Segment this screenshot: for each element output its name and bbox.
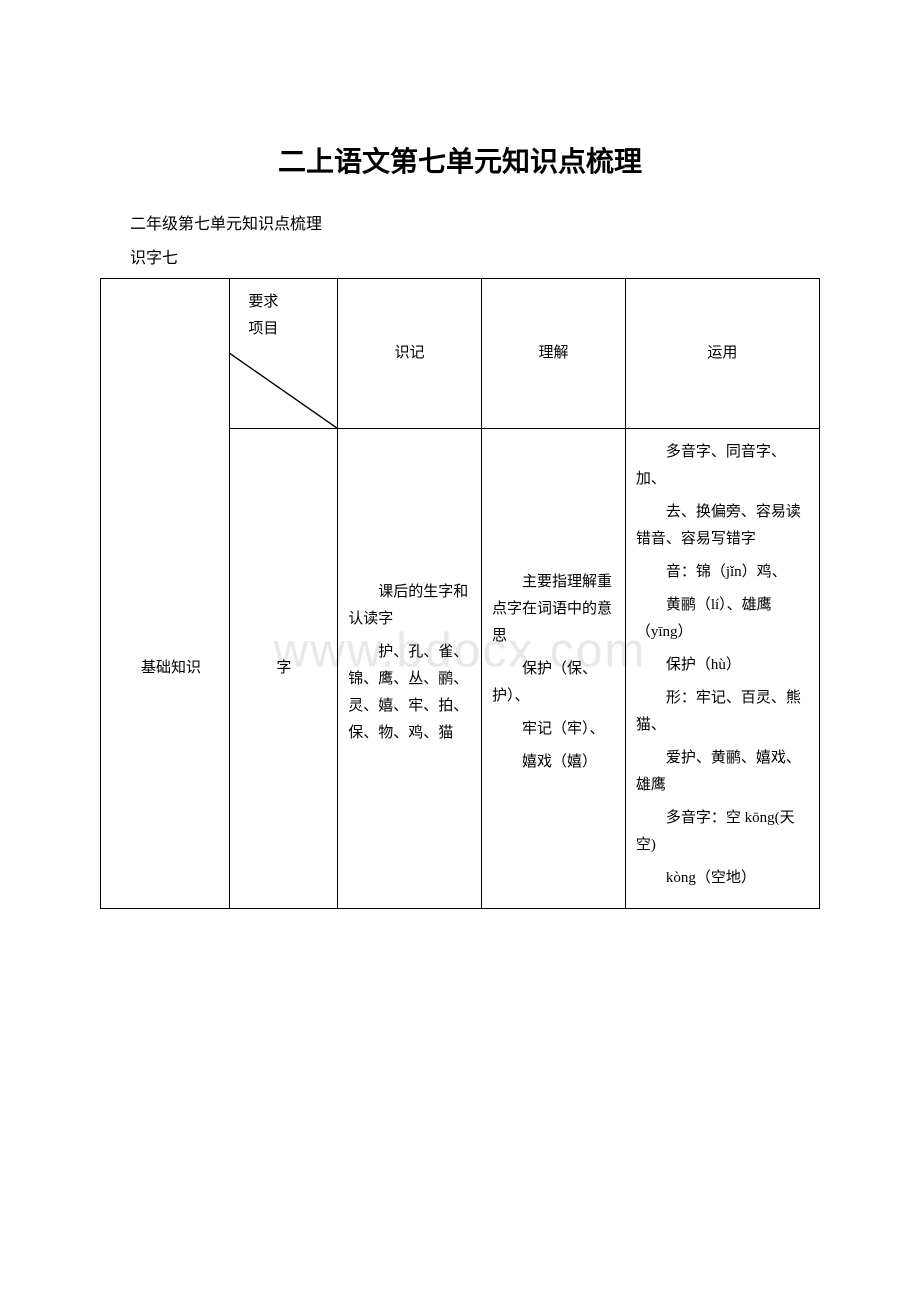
header-col-yunyong: 运用 xyxy=(625,279,819,429)
category-label: 基础知识 xyxy=(111,655,201,682)
yy-p6: 形：牢记、百灵、熊猫、 xyxy=(636,685,809,739)
yunyong-cell: 多音字、同音字、加、 去、换偏旁、容易读错音、容易写错字 音：锦（jǐn）鸡、 … xyxy=(625,429,819,909)
yy-p3: 音：锦（jǐn）鸡、 xyxy=(636,559,809,586)
diagonal-line-icon xyxy=(230,279,337,428)
subcategory-label: 字 xyxy=(276,660,291,676)
yy-p2: 去、换偏旁、容易读错音、容易写错字 xyxy=(636,499,809,553)
shiji-p1: 课后的生字和认读字 xyxy=(348,579,471,633)
yy-p8: 多音字：空 kōng(天空) xyxy=(636,805,809,859)
lijie-p4: 嬉戏（嬉） xyxy=(492,749,615,776)
lijie-p2: 保护（保、护）、 xyxy=(492,656,615,710)
yy-p5: 保护（hù） xyxy=(636,652,809,679)
page-content: 二上语文第七单元知识点梳理 二年级第七单元知识点梳理 识字七 要求 项目 识记 xyxy=(100,140,820,909)
lijie-p3: 牢记（牢）、 xyxy=(492,716,615,743)
header-diagonal-cell: 要求 项目 xyxy=(230,279,338,429)
shiji-cell: 课后的生字和认读字 护、孔、雀、锦、鹰、丛、鹂、灵、嬉、牢、拍、保、物、鸡、猫 xyxy=(338,429,482,909)
page-subtitle: 二年级第七单元知识点梳理 xyxy=(130,210,820,234)
table-header-row: 要求 项目 识记 理解 运用 xyxy=(101,279,820,429)
category-cell: 基础知识 xyxy=(101,429,230,909)
yy-p1: 多音字、同音字、加、 xyxy=(636,439,809,493)
header-empty-cell xyxy=(101,279,230,429)
subcategory-cell: 字 xyxy=(230,429,338,909)
yy-p9: kòng（空地） xyxy=(636,865,809,892)
section-label: 识字七 xyxy=(130,244,820,268)
table-row: 基础知识 字 课后的生字和认读字 护、孔、雀、锦、鹰、丛、鹂、灵、嬉、牢、拍、保… xyxy=(101,429,820,909)
yy-p4: 黄鹂（lí）、雄鹰（yīng） xyxy=(636,592,809,646)
header-col-lijie: 理解 xyxy=(482,279,626,429)
knowledge-table: 要求 项目 识记 理解 运用 基础知识 字 课后的生字和认读字 护、孔、雀 xyxy=(100,278,820,909)
lijie-cell: 主要指理解重点字在词语中的意思 保护（保、护）、 牢记（牢）、 嬉戏（嬉） xyxy=(482,429,626,909)
yy-p7: 爱护、黄鹂、嬉戏、雄鹰 xyxy=(636,745,809,799)
page-title: 二上语文第七单元知识点梳理 xyxy=(100,140,820,180)
shiji-p2: 护、孔、雀、锦、鹰、丛、鹂、灵、嬉、牢、拍、保、物、鸡、猫 xyxy=(348,639,471,747)
lijie-p1: 主要指理解重点字在词语中的意思 xyxy=(492,569,615,650)
header-col-shiji: 识记 xyxy=(338,279,482,429)
